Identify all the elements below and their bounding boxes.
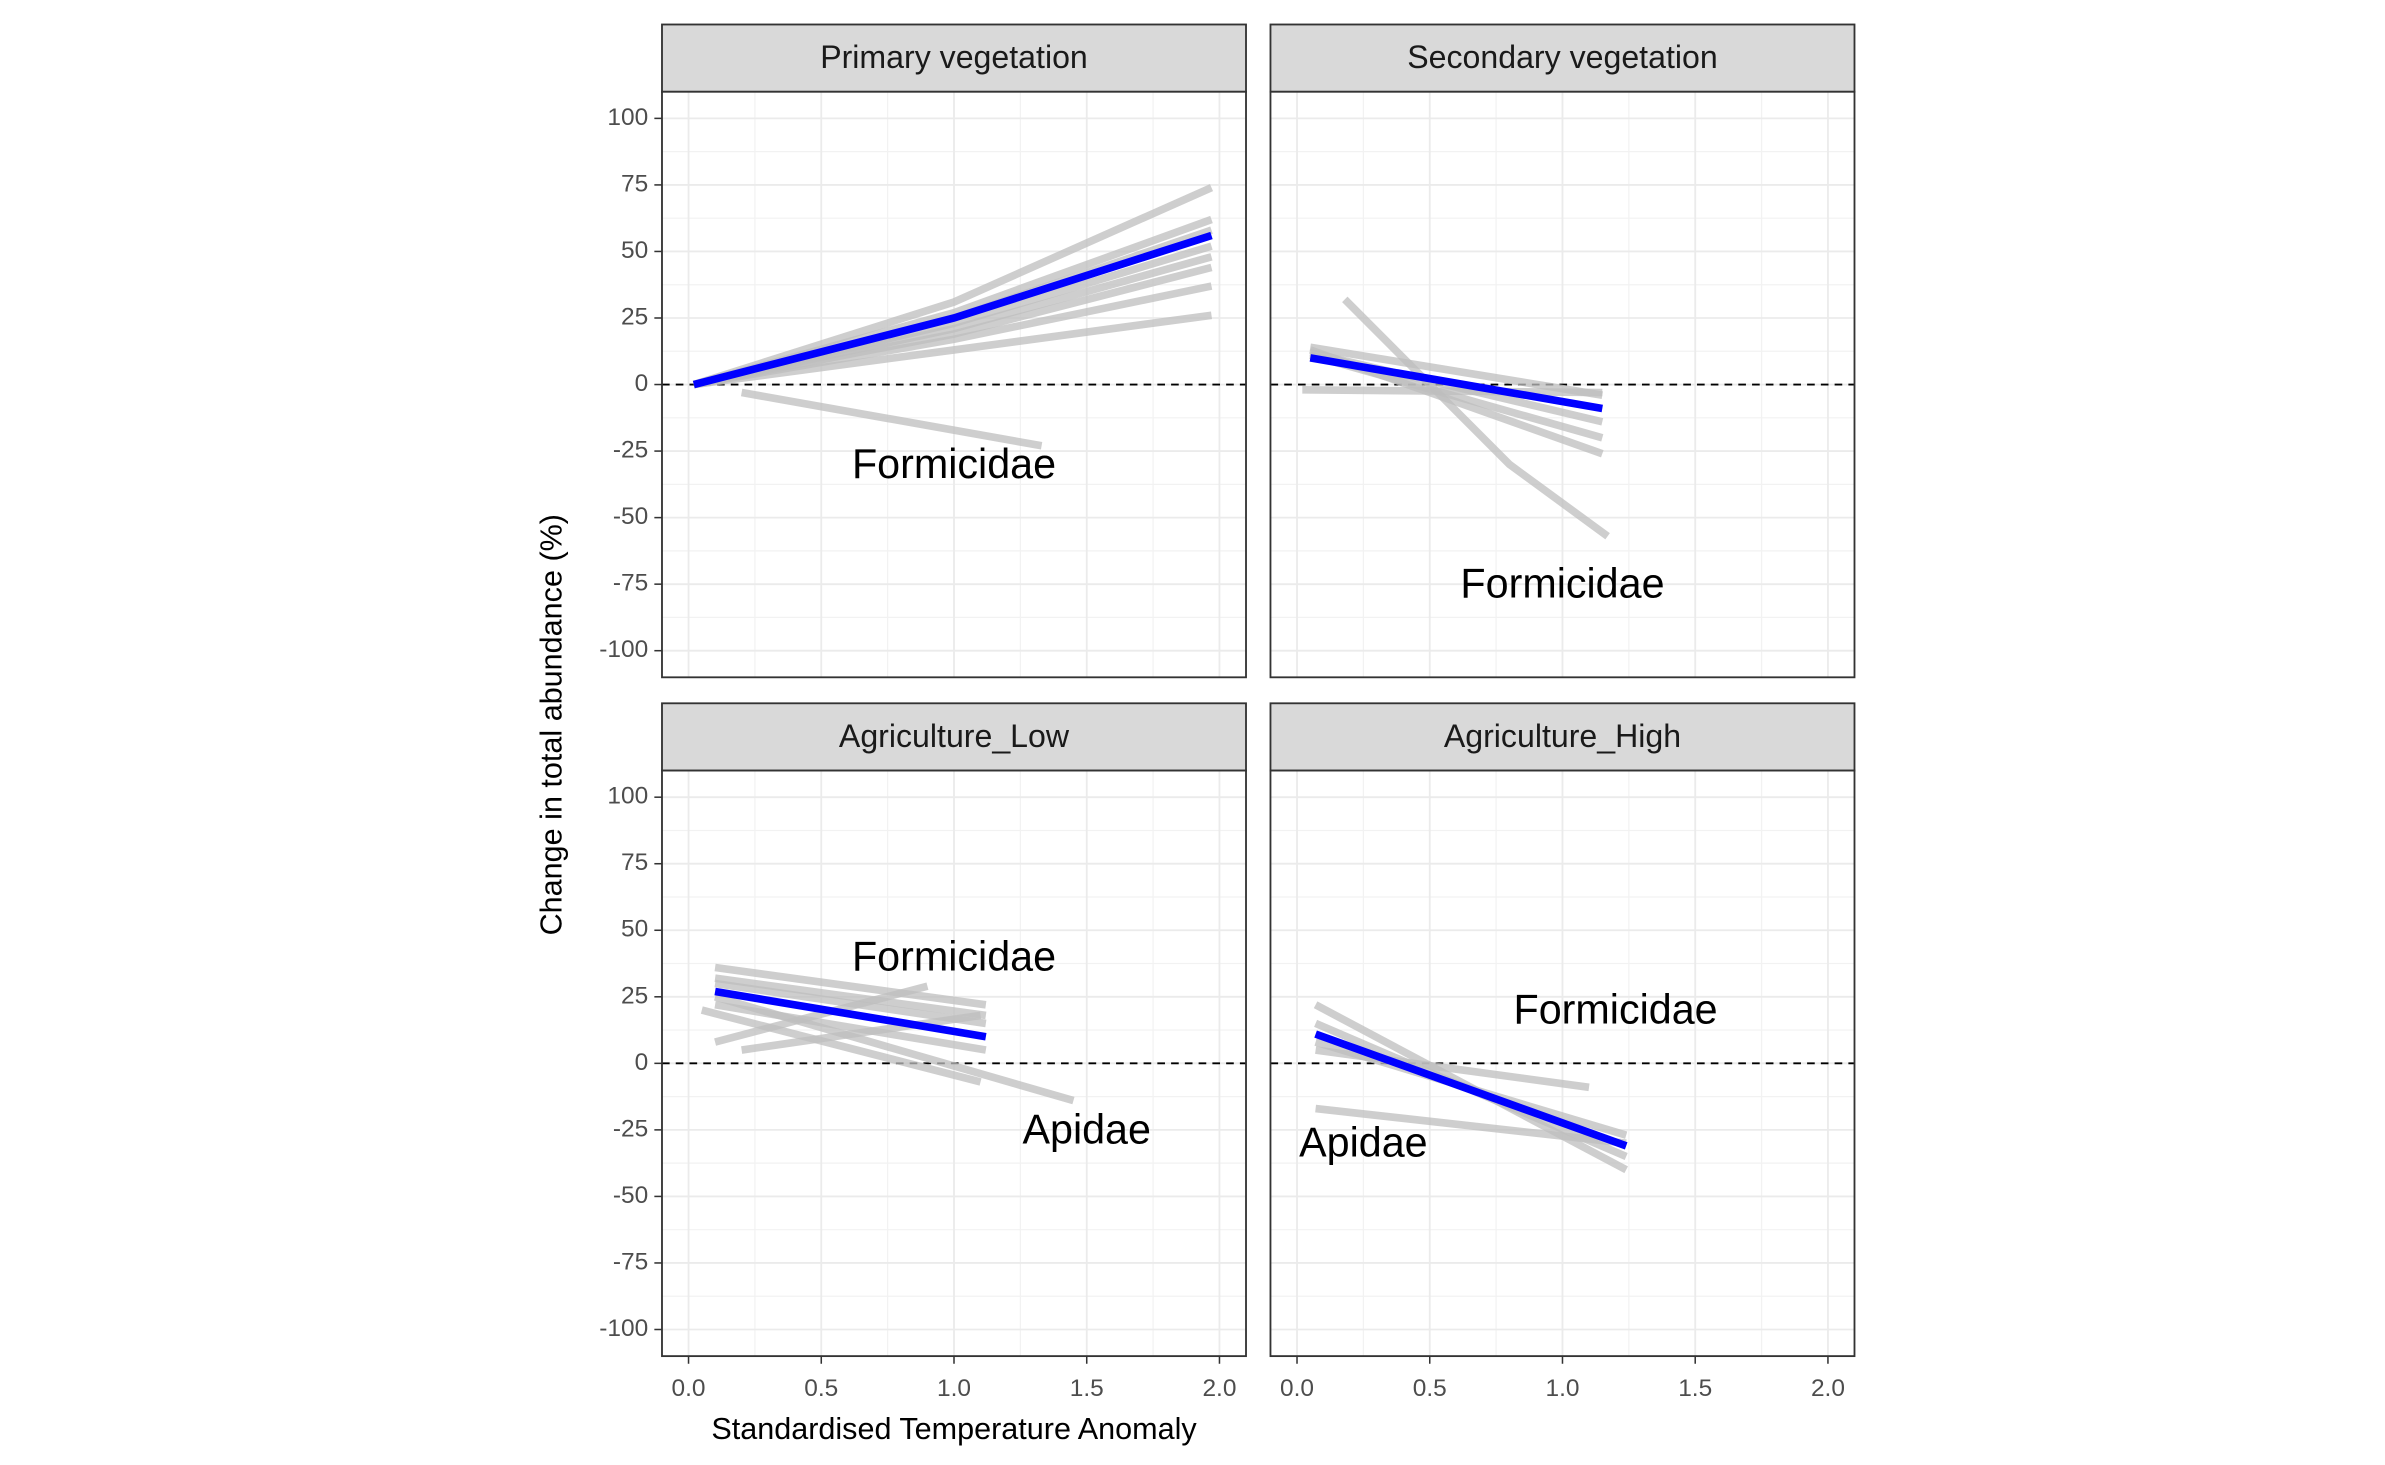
y-tick-label: 75 [621,170,648,197]
line [1309,343,1603,399]
y-tick-label: -75 [613,570,648,597]
x-tick-label: 0.0 [1280,1375,1314,1402]
y-tick-label: 0 [635,1049,649,1076]
x-tick-label: 2.0 [1811,1375,1845,1402]
facet-strip [1269,702,1856,772]
x-tick-label: 0.0 [672,1375,706,1402]
facet-title: Primary vegetation [820,39,1088,75]
annotation: Formicidae [1460,561,1664,607]
x-tick-label: 1.5 [1070,1375,1104,1402]
facet-title: Secondary vegetation [1407,39,1717,75]
annotation: Formicidae [1514,987,1718,1033]
line [714,974,987,1020]
y-tick-label: 50 [621,237,648,264]
y-tick-label: -75 [613,1248,648,1275]
line [1302,386,1603,397]
main-line [1309,354,1603,413]
facet-strip [661,23,1247,93]
panel-border [661,769,1247,1358]
line [740,388,1043,450]
y-tick-label: 25 [621,982,648,1009]
facet-strip [1269,23,1856,93]
y-tick-label: 0 [635,370,649,397]
line [1342,296,1610,540]
main-line [714,987,987,1041]
y-tick-label: 25 [621,303,648,330]
x-tick-label: 0.5 [804,1375,838,1402]
line [700,1006,982,1086]
y-tick-label: -25 [613,437,648,464]
main-line [1314,1030,1628,1150]
x-tick-label: 1.0 [1545,1375,1579,1402]
line [714,982,929,1046]
y-tick-label: 75 [621,849,648,876]
annotation: Formicidae [852,933,1056,979]
x-tick-label: 2.0 [1202,1375,1236,1402]
x-tick-label: 0.5 [1413,1375,1447,1402]
x-tick-label: 1.5 [1678,1375,1712,1402]
facet-title: Agriculture_Low [839,718,1070,754]
y-tick-label: -50 [613,503,648,530]
line [1315,1104,1627,1147]
panel-border [1269,769,1856,1358]
main-line [692,231,1213,389]
y-tick-label: 50 [621,916,648,943]
y-axis-title: Change in total abundance (%) [535,514,569,935]
y-tick-label: -100 [599,636,648,663]
line [714,963,987,1009]
annotation: Formicidae [852,441,1056,487]
y-tick-label: 100 [607,783,648,810]
x-axis-title: Standardised Temperature Anomaly [711,1412,1197,1446]
line [741,1011,982,1054]
annotation: Apidae [1022,1106,1150,1152]
panel-border [1269,90,1856,679]
y-tick-label: 100 [607,104,648,131]
line [693,311,1213,389]
facet-strip [661,702,1247,772]
y-tick-label: -100 [599,1315,648,1342]
y-tick-label: -50 [613,1182,648,1209]
panel-border [661,90,1247,679]
line [714,993,1075,1105]
y-tick-label: -25 [613,1115,648,1142]
facet-title: Agriculture_High [1444,718,1681,754]
line [1315,1046,1590,1092]
annotation: Apidae [1299,1120,1427,1166]
x-tick-label: 1.0 [937,1375,971,1402]
